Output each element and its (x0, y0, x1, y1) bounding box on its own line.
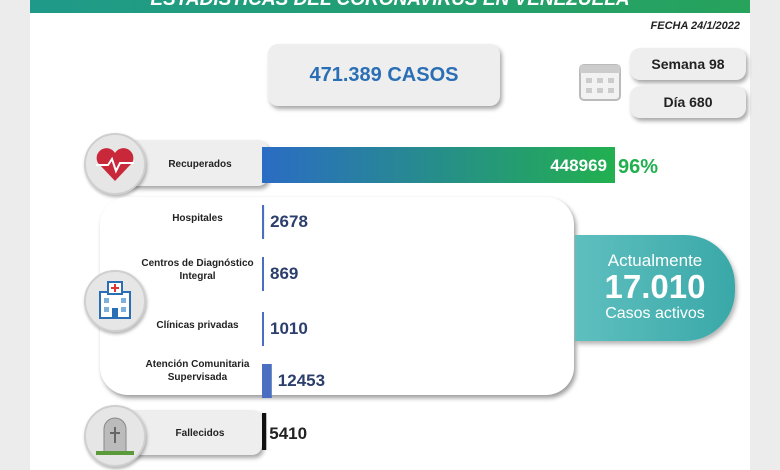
row-label: Centros de Diagnóstico Integral (141, 258, 254, 282)
active-prefix: Actualmente (607, 251, 703, 270)
banner: ESTADÍSTICAS DEL CORONAVIRUS EN VENEZUEL… (30, 0, 750, 13)
day: Día 680 (630, 86, 746, 118)
bar-value: 448969 (550, 156, 607, 175)
bar-value: 12453 (278, 371, 325, 390)
bar (262, 257, 264, 291)
calendar-icon (579, 64, 621, 101)
bar (262, 205, 265, 239)
grave-icon (84, 405, 146, 467)
row-label: Atención Comunitaria Supervisada (145, 358, 250, 383)
recovered-label: Recuperados (168, 159, 232, 170)
deaths-label: Fallecidos (175, 428, 225, 439)
week: Semana 98 (630, 48, 746, 80)
margin (750, 0, 780, 470)
margin (0, 0, 30, 470)
bar (262, 364, 272, 398)
row-label: Hospitales (172, 212, 223, 224)
bar-value: 869 (270, 264, 298, 283)
total-cases: 471.389 CASOS (268, 44, 500, 106)
heart-icon (84, 133, 146, 195)
bar (262, 147, 615, 183)
bar (262, 413, 267, 450)
title: ESTADÍSTICAS DEL CORONAVIRUS EN VENEZUEL… (30, 0, 750, 11)
bar (262, 312, 264, 346)
hospital-icon (84, 270, 146, 332)
bar-value: 2678 (270, 212, 308, 231)
active-panel (575, 235, 735, 341)
active-value: 17.010 (604, 268, 706, 305)
bar-value: 1010 (270, 319, 308, 338)
active-suffix: Casos activos (605, 305, 705, 322)
treatment-panel (100, 197, 574, 395)
row-label: Clínicas privadas (156, 319, 239, 331)
share: 96% (618, 156, 658, 178)
bar-value: 5410 (269, 424, 307, 443)
date: FECHA 24/1/2022 (650, 20, 740, 32)
